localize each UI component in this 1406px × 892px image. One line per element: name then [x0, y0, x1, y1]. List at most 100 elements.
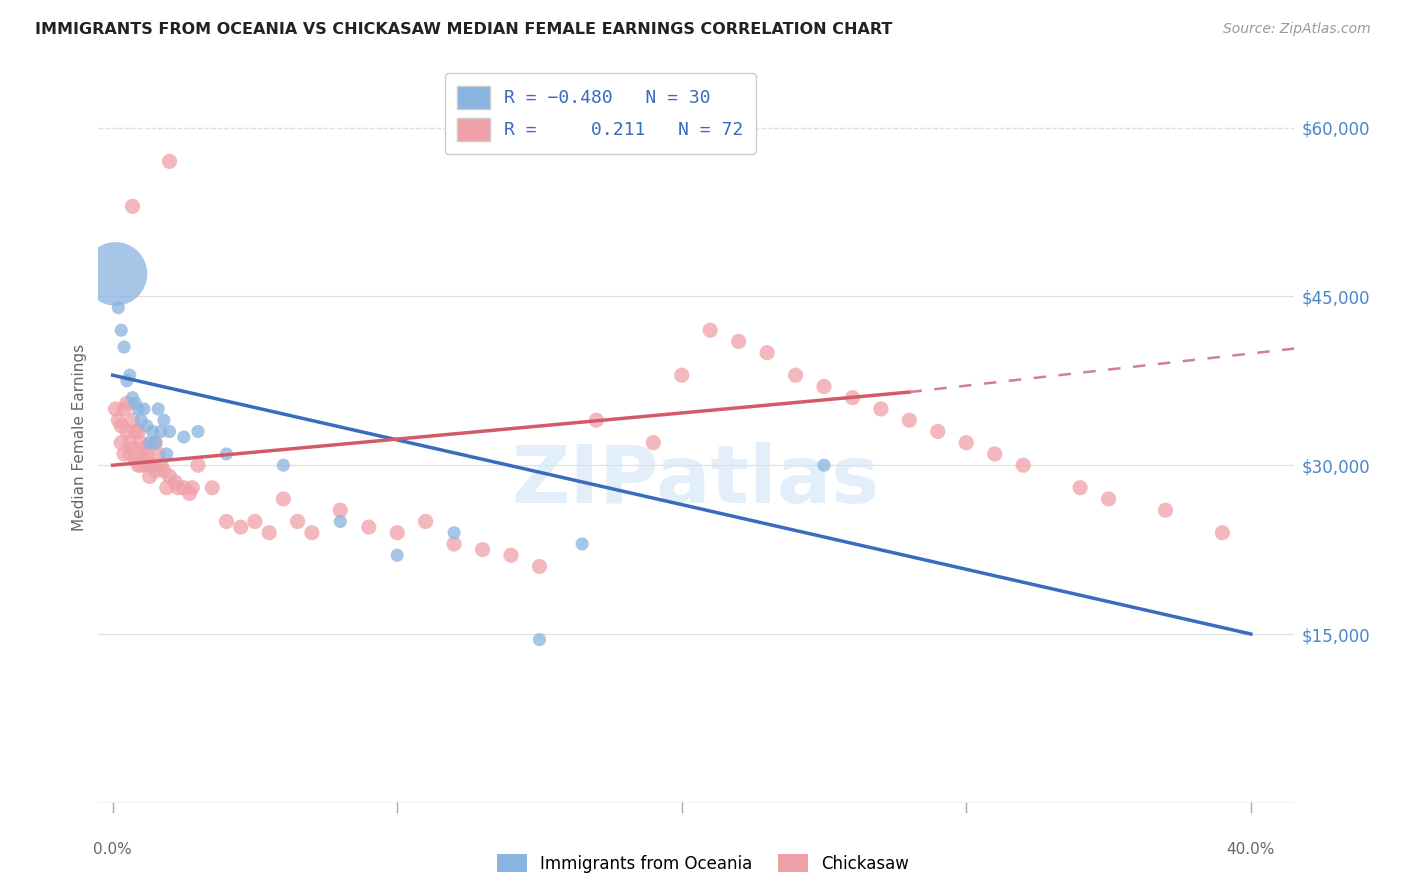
Point — [699, 323, 721, 337]
Point — [443, 537, 465, 551]
Point — [385, 548, 409, 562]
Point — [107, 413, 129, 427]
Point — [129, 435, 152, 450]
Point — [273, 458, 295, 473]
Point — [187, 458, 209, 473]
Text: 40.0%: 40.0% — [1226, 842, 1275, 857]
Point — [118, 447, 141, 461]
Point — [148, 401, 170, 416]
Point — [357, 520, 380, 534]
Point — [135, 418, 157, 433]
Point — [187, 425, 209, 439]
Point — [1211, 525, 1233, 540]
Point — [127, 401, 149, 416]
Point — [143, 435, 166, 450]
Point — [1097, 491, 1119, 506]
Point — [153, 413, 176, 427]
Text: IMMIGRANTS FROM OCEANIA VS CHICKASAW MEDIAN FEMALE EARNINGS CORRELATION CHART: IMMIGRANTS FROM OCEANIA VS CHICKASAW MED… — [35, 22, 893, 37]
Point — [124, 425, 146, 439]
Point — [112, 340, 135, 354]
Point — [159, 469, 181, 483]
Point — [135, 458, 157, 473]
Point — [243, 515, 266, 529]
Point — [127, 425, 149, 439]
Point — [135, 447, 157, 461]
Text: 0.0%: 0.0% — [93, 842, 132, 857]
Point — [115, 374, 138, 388]
Point — [110, 435, 132, 450]
Point — [385, 525, 409, 540]
Point — [955, 435, 977, 450]
Point — [143, 435, 166, 450]
Point — [107, 301, 129, 315]
Point — [112, 447, 135, 461]
Point — [121, 199, 143, 213]
Point — [443, 525, 465, 540]
Point — [870, 401, 893, 416]
Point — [138, 469, 160, 483]
Point — [1012, 458, 1035, 473]
Point — [153, 464, 176, 478]
Point — [179, 486, 201, 500]
Point — [785, 368, 807, 383]
Point — [104, 267, 127, 281]
Point — [121, 413, 143, 427]
Point — [727, 334, 749, 349]
Point — [141, 425, 163, 439]
Point — [1154, 503, 1177, 517]
Point — [813, 458, 835, 473]
Point — [173, 430, 195, 444]
Point — [643, 435, 665, 450]
Point — [898, 413, 921, 427]
Legend: R = −0.480   N = 30, R =     0.211   N = 72: R = −0.480 N = 30, R = 0.211 N = 72 — [444, 73, 756, 153]
Point — [215, 447, 238, 461]
Point — [287, 515, 309, 529]
Point — [756, 345, 779, 359]
Point — [150, 458, 173, 473]
Point — [201, 481, 224, 495]
Point — [529, 632, 551, 647]
Point — [159, 425, 181, 439]
Point — [104, 401, 127, 416]
Point — [415, 515, 437, 529]
Point — [148, 447, 170, 461]
Point — [118, 435, 141, 450]
Point — [301, 525, 323, 540]
Point — [181, 481, 204, 495]
Point — [329, 515, 352, 529]
Point — [671, 368, 693, 383]
Point — [156, 481, 179, 495]
Point — [156, 447, 179, 461]
Point — [229, 520, 252, 534]
Point — [129, 458, 152, 473]
Point — [118, 368, 141, 383]
Point — [159, 154, 181, 169]
Point — [813, 379, 835, 393]
Point — [329, 503, 352, 517]
Point — [124, 452, 146, 467]
Point — [257, 525, 280, 540]
Point — [121, 391, 143, 405]
Point — [115, 425, 138, 439]
Point — [165, 475, 187, 489]
Point — [132, 452, 155, 467]
Point — [927, 425, 949, 439]
Point — [984, 447, 1007, 461]
Point — [124, 396, 146, 410]
Point — [571, 537, 593, 551]
Point — [471, 542, 494, 557]
Point — [112, 401, 135, 416]
Point — [173, 481, 195, 495]
Point — [141, 458, 163, 473]
Text: ZIPatlas: ZIPatlas — [512, 442, 880, 520]
Point — [150, 425, 173, 439]
Point — [167, 481, 190, 495]
Point — [273, 491, 295, 506]
Text: Source: ZipAtlas.com: Source: ZipAtlas.com — [1223, 22, 1371, 37]
Point — [110, 418, 132, 433]
Point — [529, 559, 551, 574]
Point — [132, 401, 155, 416]
Point — [143, 464, 166, 478]
Point — [121, 442, 143, 456]
Point — [138, 435, 160, 450]
